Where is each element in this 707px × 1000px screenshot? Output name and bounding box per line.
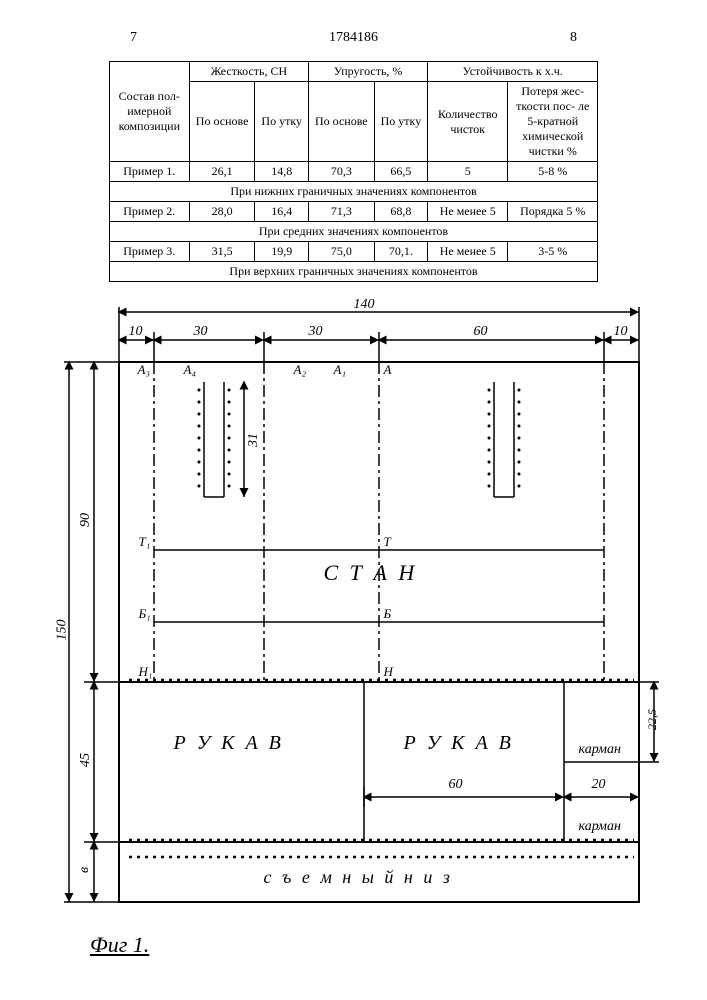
page: 7 1784186 8 Состав пол- имерной композиц…	[0, 0, 707, 958]
pt-H: Н	[384, 664, 393, 680]
label-karman1: карман	[579, 742, 621, 758]
pt-B: Б	[384, 606, 392, 622]
th-rigidity: Жесткость, СН	[189, 62, 308, 82]
row-merged3: При верхних граничных значениях компонен…	[109, 262, 597, 282]
pt-T1: Т₁	[139, 534, 151, 550]
pt-B1: Б₁	[139, 606, 151, 622]
dim-30b: 30	[309, 324, 323, 340]
dim-10a: 10	[129, 324, 143, 340]
pt-A3: А₃	[138, 362, 150, 378]
th-composition: Состав пол- имерной композиции	[109, 62, 189, 162]
dim-v: в	[77, 867, 93, 873]
data-table: Состав пол- имерной композиции Жесткость…	[109, 61, 598, 282]
pt-A: А	[384, 362, 392, 378]
th-elastic: Упругость, %	[309, 62, 428, 82]
figure-label: Фиг 1.	[90, 932, 707, 958]
row-ex1: Пример 1. 26,1 14,8 70,3 66,5 5 5-8 %	[109, 162, 597, 182]
dim-31: 31	[246, 433, 262, 447]
label-rukav1: Р У К А В	[174, 732, 284, 755]
pt-A2: А₂	[294, 362, 306, 378]
th-sub6: Потеря жес- ткости пос- ле 5-кратной хим…	[508, 82, 598, 162]
th-sub2: По утку	[255, 82, 309, 162]
th-sub4: По утку	[374, 82, 428, 162]
diagram-svg	[34, 302, 674, 922]
dim-60: 60	[474, 324, 488, 340]
page-num-right: 8	[570, 30, 577, 46]
label-stan: С Т А Н	[324, 560, 418, 586]
dim-225: 22,5	[645, 709, 660, 730]
th-sub1: По основе	[189, 82, 255, 162]
row-ex3: Пример 3. 31,5 19,9 75,0 70,1. Не менее …	[109, 242, 597, 262]
page-num-left: 7	[130, 30, 137, 46]
th-sub3: По основе	[309, 82, 375, 162]
dim-30a: 30	[194, 324, 208, 340]
page-header: 7 1784186 8	[0, 0, 707, 61]
dim-150: 150	[54, 620, 70, 641]
dim-140: 140	[354, 297, 375, 313]
pt-T: Т	[384, 534, 391, 550]
row-ex2: Пример 2. 28,0 16,4 71,3 68,8 Не менее 5…	[109, 202, 597, 222]
dim-60b: 60	[449, 777, 463, 793]
pattern-diagram: 140 10 30 30 60 10 А₃ А₄ А₂ А₁ А Т₁ Т Б₁…	[34, 302, 674, 922]
label-karman2: карман	[579, 819, 621, 835]
dim-45: 45	[78, 753, 94, 767]
dim-90: 90	[78, 513, 94, 527]
dim-20: 20	[592, 777, 606, 793]
doc-number: 1784186	[329, 30, 378, 46]
row-merged2: При средних значениях компонентов	[109, 222, 597, 242]
label-rukav2: Р У К А В	[404, 732, 514, 755]
pt-A4: А₄	[184, 362, 196, 378]
pt-H1: Н₁	[139, 664, 153, 680]
pt-A1: А₁	[334, 362, 346, 378]
row-merged1: При нижних граничных значениях компонент…	[109, 182, 597, 202]
dim-10b: 10	[614, 324, 628, 340]
label-bottom: с ъ е м н ы й н и з	[264, 867, 453, 888]
th-sub5: Количество чисток	[428, 82, 508, 162]
th-stability: Устойчивость к х.ч.	[428, 62, 598, 82]
